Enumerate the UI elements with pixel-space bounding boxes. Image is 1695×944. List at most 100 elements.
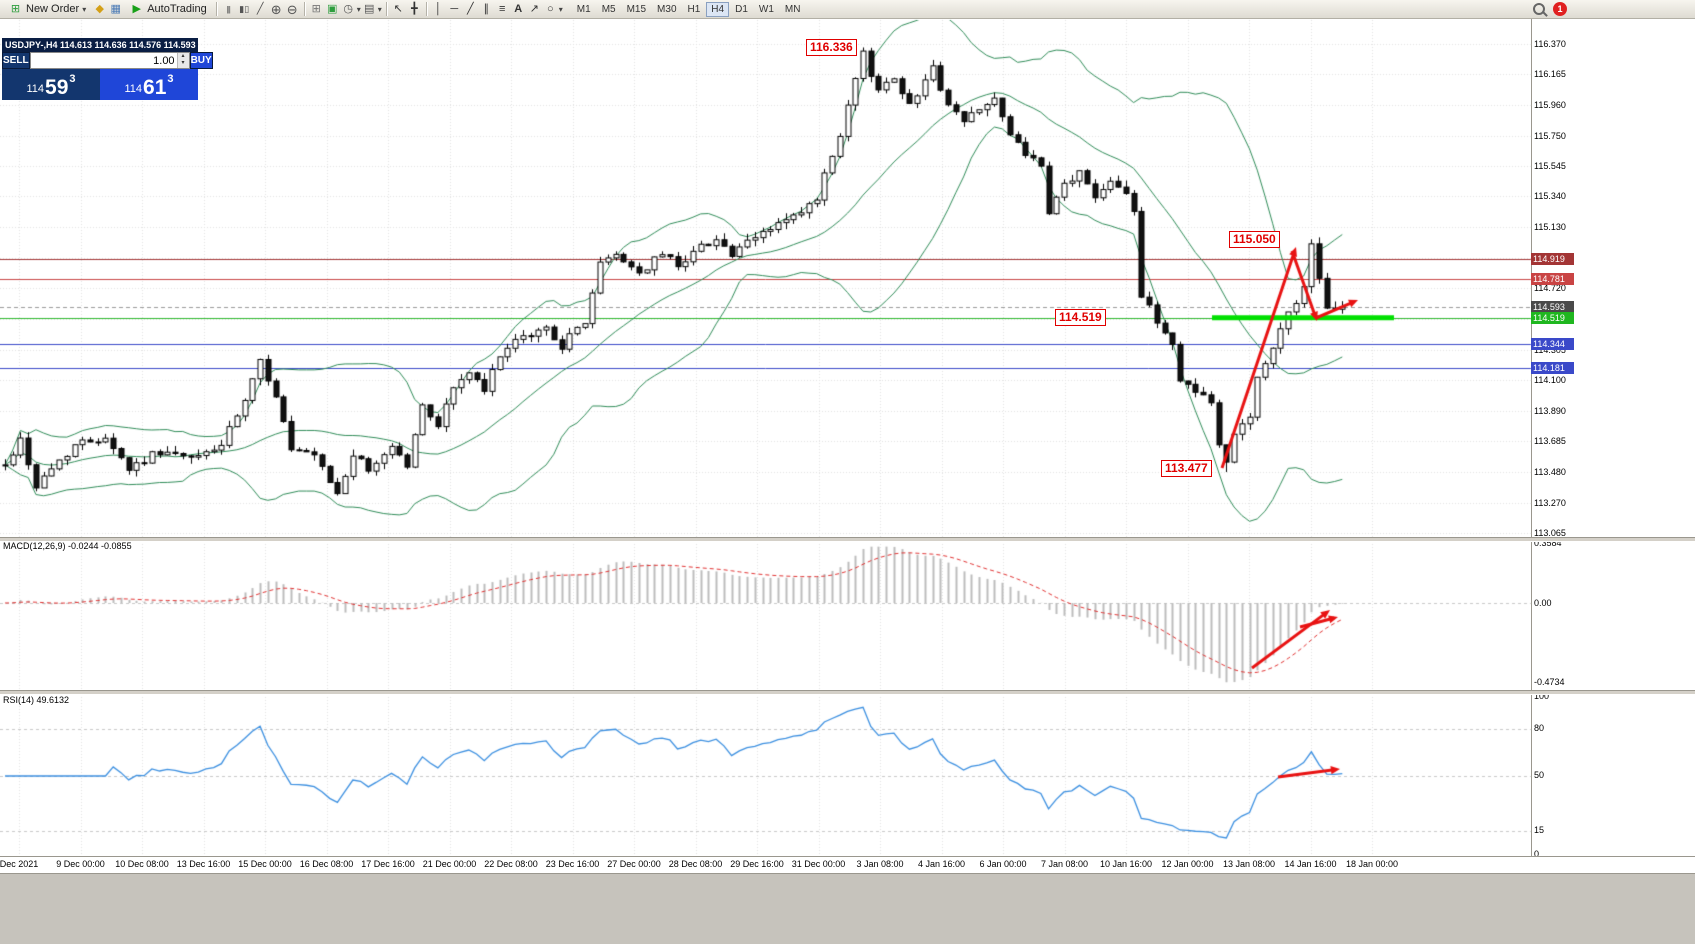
price-tick: 113.685 [1534,436,1566,447]
macd-label: MACD(12,26,9) -0.0244 -0.0855 [3,541,132,551]
time-axis-label: 31 Dec 00:00 [791,859,846,869]
chevron-down-icon: ▾ [558,4,563,14]
time-axis-label: 27 Dec 00:00 [607,859,661,869]
time-axis-label: 18 Jan 00:00 [1345,859,1399,869]
time-axis-border [0,856,1695,857]
time-axis-label: 10 Jan 16:00 [1099,859,1153,869]
sell-price-prefix: 114 [26,83,45,95]
time-axis-label: 6 Jan 00:00 [979,859,1027,869]
trendline-icon[interactable]: ╱ [466,2,474,15]
bar-chart-icon[interactable]: ||| [226,4,231,14]
fibonacci-icon[interactable]: ≡ [499,2,506,15]
timeframe-m15[interactable]: M15 [626,3,647,15]
autotrading-icon: ▶ [132,2,141,15]
new-order-label: New Order [26,3,80,15]
toolbar: ⊞ New Order ▾ ◆ ▦ ▶ AutoTrading ||| ▮▯ ╱… [0,0,1695,19]
price-badge: 114.919 [1531,252,1574,265]
timeframe-d1[interactable]: D1 [735,3,748,15]
template-icon[interactable]: ▤ [364,2,375,15]
timeframe-h4[interactable]: H4 [706,1,730,17]
timeframe-w1[interactable]: W1 [758,3,774,15]
price-tick: 113.270 [1534,497,1566,508]
sell-button[interactable]: SELL [2,52,30,69]
macd-tick: -0.4734 [1534,677,1565,688]
price-chart-canvas[interactable] [0,19,1695,873]
sell-price[interactable]: 114 59 3 [2,69,100,100]
zoom-in-icon[interactable]: ⊕ [270,1,282,17]
channel-icon[interactable]: ∥ [483,2,490,15]
toolbar-separator [425,2,427,16]
time-axis-label: 29 Dec 16:00 [730,859,784,869]
time-axis-label: 9 Dec 00:00 [56,859,105,869]
notification-badge[interactable]: 1 [1553,2,1567,16]
time-axis-label: 12 Jan 00:00 [1161,859,1214,869]
time-axis-label: 28 Dec 08:00 [668,859,723,869]
time-axis-label: 13 Jan 08:00 [1222,859,1276,869]
price-tick: 115.545 [1534,161,1566,172]
chart-window: 116.370 116.165 115.960 115.750 115.545 115.3… [0,19,1695,873]
autotrading-button[interactable]: ▶ AutoTrading [124,1,212,18]
candlestick-chart-icon[interactable]: ▮▯ [239,3,250,14]
buy-price-prefix: 114 [124,83,143,95]
volume-stepper: ▴ ▾ [176,53,189,68]
vertical-line-icon[interactable]: │ [434,2,442,15]
chevron-down-icon: ▾ [82,4,87,14]
price-badge: 114.593 [1531,300,1574,313]
period-clock-icon[interactable]: ◷ [343,2,354,15]
volume-field: ▴ ▾ [29,52,190,69]
price-tick: 115.130 [1534,222,1566,233]
timeframe-m5[interactable]: M5 [601,3,616,15]
zoom-out-icon[interactable]: ⊖ [286,1,298,17]
toolbar-separator [385,2,387,16]
toolbar-right: 1 [1533,2,1567,16]
search-icon[interactable] [1533,3,1545,15]
one-click-trading-panel: USDJPY-,H4 114.613 114.636 114.576 114.5… [2,38,213,100]
buy-price[interactable]: 114 61 3 [100,69,198,100]
line-chart-icon[interactable]: ╱ [256,2,264,15]
shapes-icon[interactable]: ○ [546,2,554,15]
new-chart-icon[interactable]: ◆ [95,2,104,15]
volume-down-icon[interactable]: ▾ [181,60,185,66]
panel-splitter[interactable] [0,537,1695,542]
timeframe-toolbar: M1 M5 M15 M30 H1 H4 D1 W1 MN [572,1,806,17]
volume-input[interactable] [30,53,177,68]
chevron-down-icon: ▾ [377,4,382,14]
new-order-button[interactable]: ⊞ New Order ▾ [3,1,91,18]
timeframe-mn[interactable]: MN [784,3,801,15]
arrow-tool-icon[interactable]: ↗ [529,2,539,15]
tile-windows-icon[interactable]: ⊞ [311,2,321,15]
panel-splitter[interactable] [0,690,1695,695]
price-badge: 114.781 [1531,273,1574,286]
rsi-tick: 50 [1534,770,1545,780]
timeframe-h1[interactable]: H1 [687,3,701,15]
toolbar-separator [215,2,217,16]
price-annotation-level: 114.519 [1055,309,1106,326]
time-axis-label: Dec 2021 [0,859,39,869]
buy-button[interactable]: BUY [189,52,213,69]
rsi-label: RSI(14) 49.6132 [3,695,70,705]
timeframe-m1[interactable]: M1 [576,3,591,15]
new-window-icon[interactable]: ▣ [327,2,338,15]
time-axis-label: 23 Dec 16:00 [545,859,600,869]
text-label-icon[interactable]: A [514,2,523,15]
price-tick: 113.480 [1534,466,1566,477]
timeframe-m30[interactable]: M30 [657,3,677,15]
price-tick: 113.065 [1534,528,1566,538]
price-annotation-peak: 115.050 [1229,231,1280,248]
chart-title: USDJPY-,H4 114.613 114.636 114.576 114.5… [2,38,198,52]
autotrading-label: AutoTrading [147,3,207,15]
rsi-tick: 80 [1534,722,1545,733]
rsi-tick: 100 [1534,691,1550,701]
time-axis-label: 16 Dec 08:00 [299,859,354,869]
time-axis-label: 15 Dec 00:00 [238,859,292,869]
sell-price-sup: 3 [69,73,76,85]
profiles-icon[interactable]: ▦ [110,2,121,15]
price-tick: 114.100 [1534,374,1566,385]
price-badge: 114.344 [1531,337,1574,350]
cursor-icon[interactable]: ↖ [393,2,403,15]
macd-tick: 0.00 [1534,598,1552,608]
crosshair-icon[interactable]: ╋ [410,2,418,15]
volume-up-icon[interactable]: ▴ [181,53,185,59]
horizontal-line-icon[interactable]: ─ [450,2,459,15]
